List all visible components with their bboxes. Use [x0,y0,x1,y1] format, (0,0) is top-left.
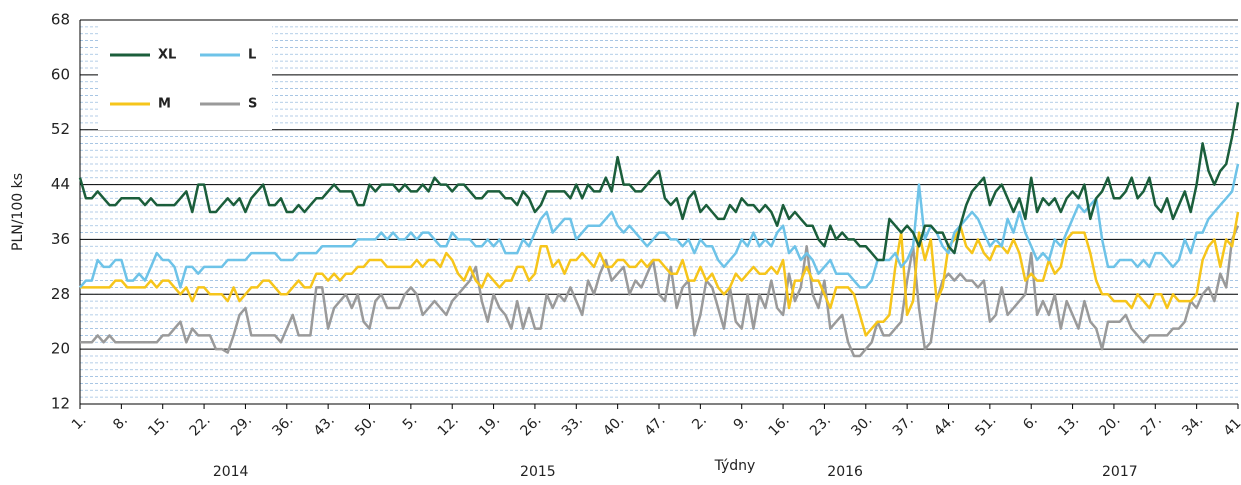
legend-label: L [248,48,256,63]
x-tick-label: 13. [1055,412,1082,439]
x-tick-label: 40. [600,412,627,439]
year-label: 2017 [1102,464,1138,480]
y-axis-label: PLN/100 ks [10,173,26,251]
x-tick-label: 51. [972,412,999,439]
year-label: 2014 [213,464,249,480]
x-tick-label: 27. [1138,412,1165,439]
x-tick-label: 16. [766,412,793,439]
x-tick-label: 36. [269,412,296,439]
y-tick-label: 44 [51,175,70,193]
x-tick-label: 22. [187,412,214,439]
x-tick-label: 34. [1179,412,1206,439]
series-line [80,211,1240,337]
x-tick-label: 50. [352,412,379,439]
x-tick-label: 12. [435,412,462,439]
legend-label: XL [158,48,176,63]
legend-box [98,22,272,130]
series-line [79,163,1240,289]
x-tick-label: 23. [807,412,834,439]
y-tick-label: 20 [51,340,70,358]
x-tick-label: 6. [1020,412,1041,433]
x-tick-label: 9. [731,412,752,433]
x-tick-label: 37. [890,412,917,439]
y-tick-label: 12 [51,395,70,413]
x-tick-label: 47. [642,412,669,439]
x-tick-label: 29. [228,412,255,439]
x-tick-label: 2. [689,412,710,433]
year-label: 2016 [827,464,863,480]
x-tick-label: 26. [518,412,545,439]
x-tick-label: 20. [1097,412,1124,439]
x-tick-label: 33. [559,412,586,439]
x-tick-label: 44. [931,412,958,439]
y-tick-label: 52 [51,120,70,138]
y-tick-label: 28 [51,285,70,303]
y-tick-label: 60 [51,65,70,83]
x-tick-label: 43. [311,412,338,439]
x-tick-label: 41. [1221,412,1241,439]
series-line [78,102,1240,262]
x-tick-label: 30. [848,412,875,439]
x-tick-label: 5. [400,412,421,433]
year-label: 2015 [520,464,556,480]
y-tick-label: 36 [51,230,70,248]
legend-label: M [158,97,171,112]
x-tick-label: 8. [110,412,131,433]
x-tick-label: 19. [476,412,503,439]
x-axis-label: Týdny [714,458,756,474]
y-tick-label: 68 [51,11,70,29]
x-tick-label: 15. [145,412,172,439]
series-line [80,225,1240,358]
x-tick-label: 1. [69,412,90,433]
legend-label: S [248,97,257,112]
